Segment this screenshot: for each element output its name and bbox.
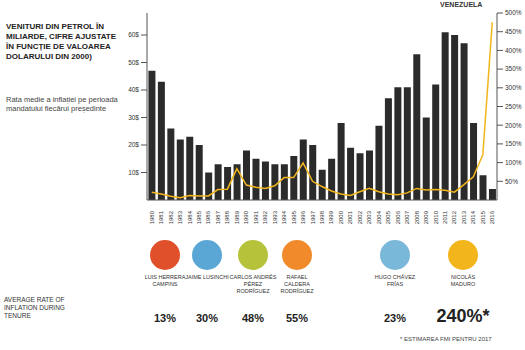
html-text:55%: 55% xyxy=(286,312,308,324)
svg-text:1999: 1999 xyxy=(328,210,334,224)
svg-text:60$: 60$ xyxy=(128,31,139,38)
html-text:LUIS HERRERA CAMPINS: LUIS HERRERA CAMPINS xyxy=(144,274,186,287)
svg-text:2004: 2004 xyxy=(376,210,382,224)
svg-text:2016: 2016 xyxy=(489,210,495,224)
svg-text:2012: 2012 xyxy=(451,210,457,224)
svg-text:2003: 2003 xyxy=(366,210,372,224)
svg-text:30$: 30$ xyxy=(128,114,139,121)
svg-text:2005: 2005 xyxy=(385,210,391,224)
svg-text:1998: 1998 xyxy=(319,210,325,224)
svg-text:1987: 1987 xyxy=(215,210,221,224)
svg-text:1988: 1988 xyxy=(224,210,230,224)
svg-text:2000: 2000 xyxy=(338,210,344,224)
svg-text:40$: 40$ xyxy=(128,86,139,93)
html-text:CARLOS ANDRÉS PÉREZ RODRÍGUEZ: CARLOS ANDRÉS PÉREZ RODRÍGUEZ xyxy=(229,274,277,294)
svg-text:2007: 2007 xyxy=(404,210,410,224)
svg-text:1994: 1994 xyxy=(281,210,287,224)
svg-text:1986: 1986 xyxy=(205,210,211,224)
svg-text:1993: 1993 xyxy=(272,210,278,224)
html-text:13%: 13% xyxy=(154,312,176,324)
svg-text:450%: 450% xyxy=(505,28,522,35)
svg-text:2002: 2002 xyxy=(357,210,363,224)
svg-text:2009: 2009 xyxy=(423,210,429,224)
svg-text:500%: 500% xyxy=(505,9,522,16)
html-text:30%: 30% xyxy=(196,312,218,324)
html-text:* ESTIMAREA FMI PENTRU 2017: * ESTIMAREA FMI PENTRU 2017 xyxy=(400,336,492,342)
svg-text:1995: 1995 xyxy=(291,210,297,224)
svg-text:350%: 350% xyxy=(505,65,522,72)
svg-text:1983: 1983 xyxy=(177,210,183,224)
svg-text:1984: 1984 xyxy=(187,210,193,224)
html-text:23%: 23% xyxy=(384,312,406,324)
html-text:HUGO CHÁVEZ FRÍAS: HUGO CHÁVEZ FRÍAS xyxy=(374,274,416,287)
svg-text:20$: 20$ xyxy=(128,141,139,148)
svg-text:200%: 200% xyxy=(505,122,522,129)
svg-text:1982: 1982 xyxy=(168,210,174,224)
svg-text:50%: 50% xyxy=(505,178,518,185)
svg-text:150%: 150% xyxy=(505,140,522,147)
svg-text:10$: 10$ xyxy=(128,169,139,176)
svg-text:1996: 1996 xyxy=(300,210,306,224)
html-text:JAIME LUSINCHI: JAIME LUSINCHI xyxy=(185,274,229,280)
svg-text:1989: 1989 xyxy=(234,210,240,224)
html-text:AVERAGE RATE OF INFLATION DURI: AVERAGE RATE OF INFLATION DURING TENURE xyxy=(4,296,65,319)
html-text:Rata medie a inflației pe peri: Rata medie a inflației pe perioada manda… xyxy=(6,95,118,113)
html-text:240%*: 240%* xyxy=(436,306,490,326)
svg-text:1985: 1985 xyxy=(196,210,202,224)
svg-text:1992: 1992 xyxy=(262,210,268,224)
html-text:RAFAEL CALDERA RODRÍGUEZ: RAFAEL CALDERA RODRÍGUEZ xyxy=(280,274,314,294)
svg-text:1980: 1980 xyxy=(149,210,155,224)
svg-text:2011: 2011 xyxy=(442,210,448,224)
html-text:NICOLÁS MADURO: NICOLÁS MADURO xyxy=(450,274,476,287)
svg-text:1991: 1991 xyxy=(253,210,259,224)
svg-text:1997: 1997 xyxy=(310,210,316,224)
svg-text:2010: 2010 xyxy=(433,210,439,224)
svg-text:400%: 400% xyxy=(505,47,522,54)
svg-text:1990: 1990 xyxy=(243,210,249,224)
html-text:VENEZUELA: VENEZUELA xyxy=(440,1,483,8)
svg-text:1981: 1981 xyxy=(158,210,164,224)
svg-text:2014: 2014 xyxy=(470,210,476,224)
svg-text:2008: 2008 xyxy=(414,210,420,224)
html-text:VENITURI DIN PETROL ÎN MILIARD: VENITURI DIN PETROL ÎN MILIARDE, CIFRE A… xyxy=(6,22,117,61)
svg-text:2015: 2015 xyxy=(480,210,486,224)
svg-text:300%: 300% xyxy=(505,84,522,91)
svg-text:100%: 100% xyxy=(505,159,522,166)
svg-text:2006: 2006 xyxy=(395,210,401,224)
html-text:48%: 48% xyxy=(242,312,264,324)
svg-text:2013: 2013 xyxy=(461,210,467,224)
svg-text:2001: 2001 xyxy=(347,210,353,224)
svg-text:50$: 50$ xyxy=(128,59,139,66)
svg-text:250%: 250% xyxy=(505,103,522,110)
